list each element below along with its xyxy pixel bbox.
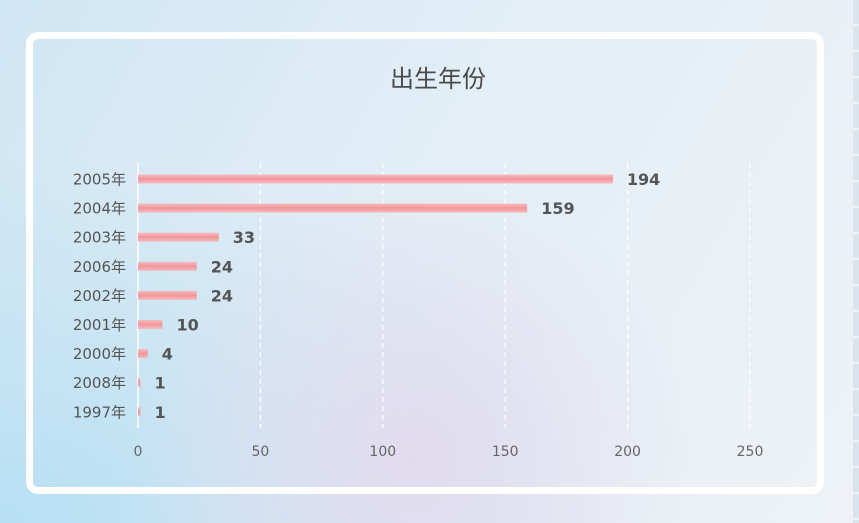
- x-tick-label: 50: [251, 444, 269, 460]
- x-tick-label: 0: [134, 444, 143, 460]
- x-tick-label: 150: [492, 444, 519, 460]
- value-label: 4: [162, 345, 173, 364]
- category-label: 2005年: [73, 171, 126, 189]
- value-label: 24: [211, 286, 233, 305]
- bar: [138, 232, 219, 242]
- category-label: 2004年: [73, 200, 126, 218]
- category-label: 1997年: [73, 403, 126, 421]
- value-label: 194: [627, 170, 660, 189]
- value-label: 159: [541, 199, 574, 218]
- category-label: 2001年: [73, 316, 126, 334]
- x-axis-tick-labels: 0 50 100 150 200 250: [134, 444, 764, 460]
- chart-gridlines: [259, 163, 751, 428]
- chart-title: 出生年份: [390, 65, 486, 93]
- category-label: 2006年: [73, 258, 126, 276]
- bar: [138, 203, 528, 213]
- bar: [138, 261, 197, 271]
- bar: [138, 407, 141, 417]
- x-tick-label: 250: [737, 444, 764, 460]
- category-label: 2008年: [73, 374, 126, 392]
- right-edge-strip: [853, 0, 859, 523]
- value-label: 33: [233, 228, 255, 247]
- bar: [138, 174, 613, 184]
- chart-card: [26, 32, 824, 494]
- bar: [138, 349, 148, 359]
- category-label: 2000年: [73, 345, 126, 363]
- x-tick-label: 200: [614, 444, 641, 460]
- x-tick-label: 100: [369, 444, 396, 460]
- bar: [138, 320, 163, 329]
- value-label: 1: [154, 374, 165, 393]
- chart-bars: [138, 174, 613, 417]
- bar: [138, 378, 141, 388]
- category-labels: 2005年 2004年 2003年 2006年 2002年 2001年 2000年 2008年…: [73, 171, 126, 422]
- category-label: 2003年: [73, 229, 126, 247]
- category-label: 2002年: [73, 287, 126, 305]
- value-label: 1: [154, 403, 165, 422]
- bar: [138, 290, 197, 300]
- value-label: 24: [211, 257, 233, 276]
- value-label: 10: [176, 316, 198, 335]
